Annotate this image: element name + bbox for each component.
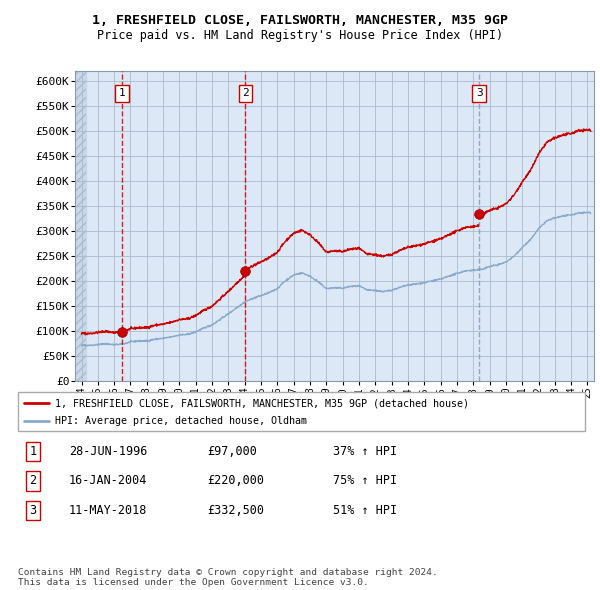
- Text: 75% ↑ HPI: 75% ↑ HPI: [333, 474, 397, 487]
- Text: HPI: Average price, detached house, Oldham: HPI: Average price, detached house, Oldh…: [55, 416, 307, 426]
- Text: 1: 1: [119, 88, 125, 99]
- Text: 16-JAN-2004: 16-JAN-2004: [69, 474, 148, 487]
- Text: 28-JUN-1996: 28-JUN-1996: [69, 445, 148, 458]
- Text: 3: 3: [476, 88, 482, 99]
- Text: £220,000: £220,000: [207, 474, 264, 487]
- Text: 51% ↑ HPI: 51% ↑ HPI: [333, 504, 397, 517]
- Text: 1, FRESHFIELD CLOSE, FAILSWORTH, MANCHESTER, M35 9GP (detached house): 1, FRESHFIELD CLOSE, FAILSWORTH, MANCHES…: [55, 398, 469, 408]
- FancyBboxPatch shape: [18, 392, 585, 431]
- Text: Price paid vs. HM Land Registry's House Price Index (HPI): Price paid vs. HM Land Registry's House …: [97, 29, 503, 42]
- Text: 2: 2: [242, 88, 249, 99]
- Text: £97,000: £97,000: [207, 445, 257, 458]
- Text: 37% ↑ HPI: 37% ↑ HPI: [333, 445, 397, 458]
- Text: 1: 1: [29, 445, 37, 458]
- Text: 2: 2: [29, 474, 37, 487]
- Text: Contains HM Land Registry data © Crown copyright and database right 2024.
This d: Contains HM Land Registry data © Crown c…: [18, 568, 438, 587]
- Text: 3: 3: [29, 504, 37, 517]
- Text: £332,500: £332,500: [207, 504, 264, 517]
- Text: 1, FRESHFIELD CLOSE, FAILSWORTH, MANCHESTER, M35 9GP: 1, FRESHFIELD CLOSE, FAILSWORTH, MANCHES…: [92, 14, 508, 27]
- Text: 11-MAY-2018: 11-MAY-2018: [69, 504, 148, 517]
